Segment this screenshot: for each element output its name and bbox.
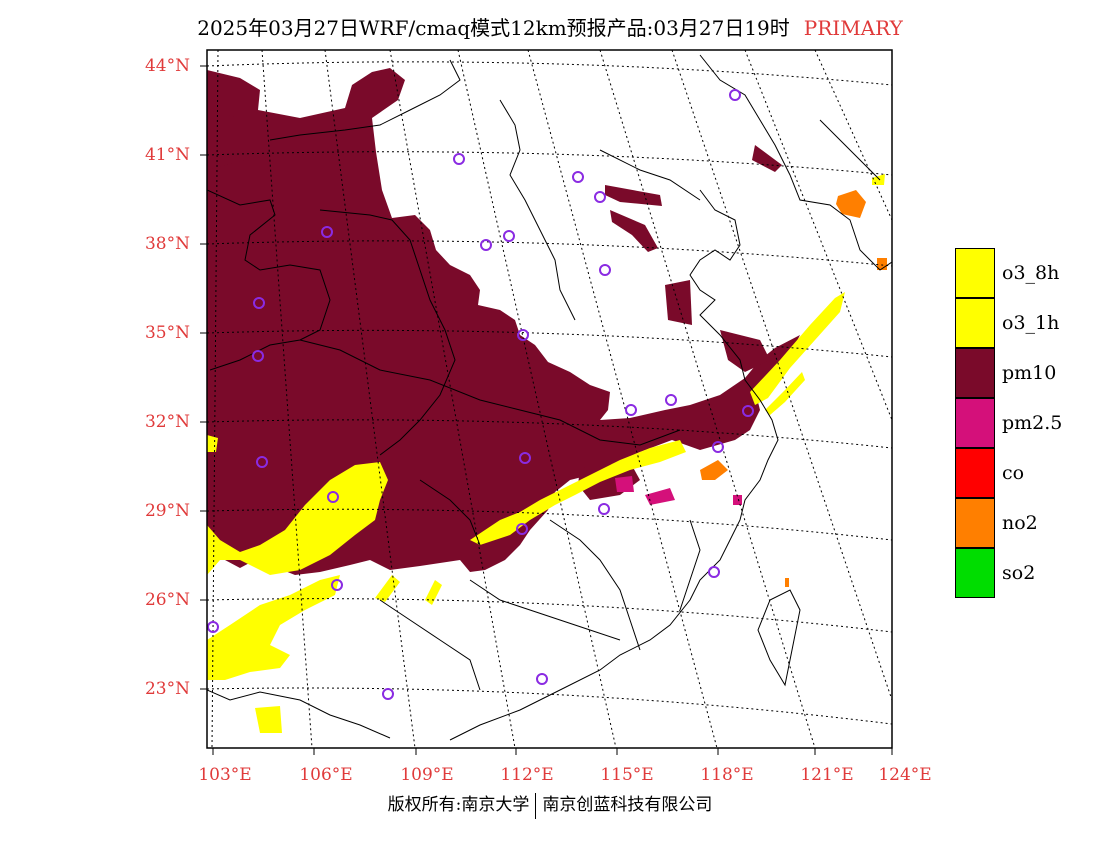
legend-label: o3_1h [1002,312,1060,334]
copyright: 版权所有:南京大学 南京创蓝科技有限公司 [0,790,1100,819]
legend-label: pm10 [1002,362,1057,384]
legend-swatch [955,348,995,398]
lon-label: 124°E [878,765,932,785]
lat-label: 35°N [144,323,190,343]
legend-label: o3_8h [1002,262,1060,284]
title-primary-tag: PRIMARY [803,16,903,40]
pm10-region [207,68,800,575]
lat-label: 23°N [144,679,190,699]
no2-region [785,578,789,587]
lat-label: 38°N [144,234,190,254]
legend-swatch [955,548,995,598]
legend-swatch [955,398,995,448]
pm25-region [615,476,634,492]
legend-swatch [955,298,995,348]
title-text: 2025年03月27日WRF/cmaq模式12km预报产品:03月27日19时 [197,16,790,40]
lat-label: 32°N [144,412,190,432]
legend-label: pm2.5 [1002,412,1063,434]
lat-label: 44°N [144,56,190,76]
map-title: 2025年03月27日WRF/cmaq模式12km预报产品:03月27日19时 P… [0,12,1100,41]
lat-label: 29°N [144,501,190,521]
copyright-divider [535,792,537,819]
o3-region [765,372,805,415]
copyright-owner: 版权所有:南京大学 [387,795,530,815]
pm25-region [645,488,675,505]
o3-region [207,435,218,452]
o3-region [207,462,388,575]
legend-swatch [955,248,995,298]
copyright-company: 南京创蓝科技有限公司 [542,795,713,815]
legend-label: no2 [1002,512,1038,534]
station-markers [207,89,754,700]
lon-label: 121°E [800,765,854,785]
pm10-region [610,210,658,252]
pm10-region [207,110,245,170]
lon-label: 112°E [500,765,554,785]
pm10-region [665,280,692,325]
legend-swatch [955,498,995,548]
pm25-region [733,495,742,505]
lon-label: 118°E [700,765,754,785]
lon-label: 109°E [400,765,454,785]
legend-label: co [1002,462,1025,484]
legend-label: so2 [1002,562,1036,584]
legend-swatch [955,448,995,498]
o3-region [425,580,442,605]
no2-region [700,460,728,480]
o3-region [375,575,400,602]
lat-label: 26°N [144,590,190,610]
pm10-region [720,330,770,372]
o3-region [207,575,340,680]
map-frame [206,49,893,749]
axis-ticks [200,65,893,755]
pm10-region [605,185,662,206]
lon-label: 106°E [299,765,353,785]
o3-region [470,440,686,545]
pm10-region [752,145,782,172]
o3-region [255,706,282,733]
o3-region [872,174,885,185]
no2-region [836,190,866,218]
lon-label: 103°E [198,765,252,785]
lat-label: 41°N [144,145,190,165]
lon-label: 115°E [600,765,654,785]
boundary-lines [207,54,892,741]
